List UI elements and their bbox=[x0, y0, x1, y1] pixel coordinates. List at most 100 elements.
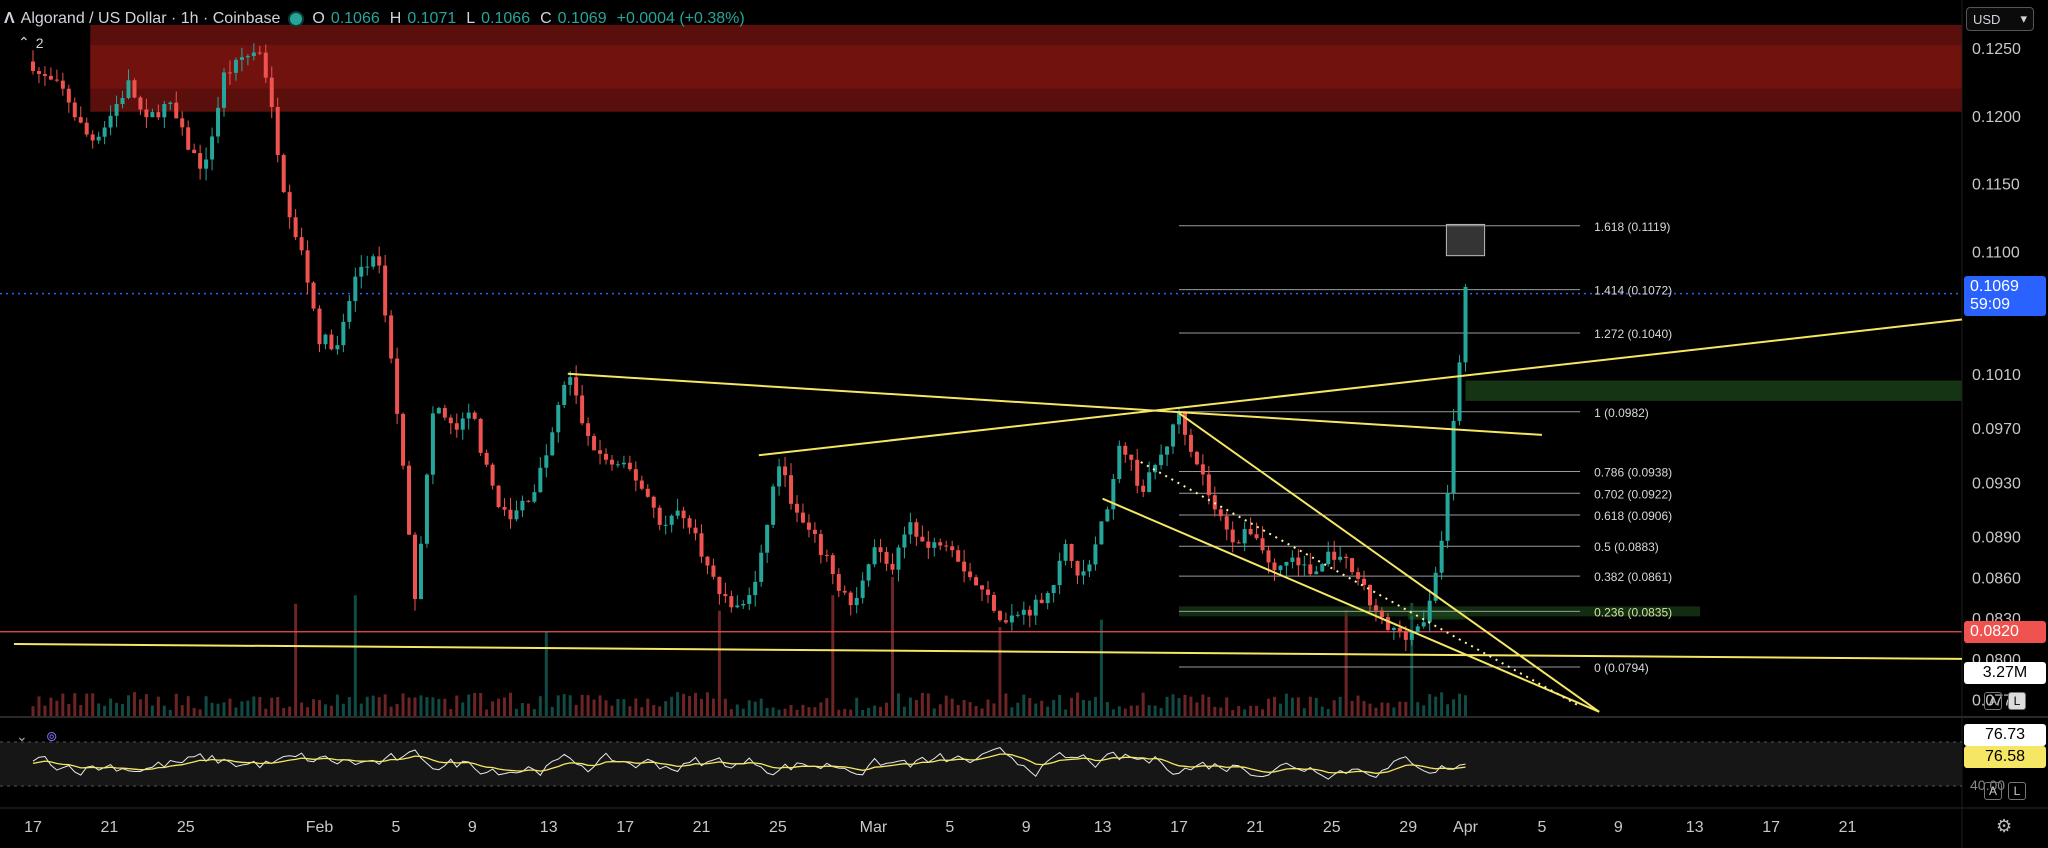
rsi-auto-scale-button[interactable]: A bbox=[1984, 782, 2002, 800]
candle bbox=[401, 412, 406, 470]
gear-icon[interactable]: ⚙ bbox=[1996, 816, 2013, 836]
candle-body bbox=[251, 52, 256, 57]
candle bbox=[914, 518, 919, 547]
candle-body bbox=[1015, 614, 1020, 616]
volume-bar bbox=[1237, 705, 1241, 716]
volume-bar bbox=[335, 694, 339, 716]
candle bbox=[424, 473, 429, 548]
candle bbox=[890, 553, 895, 575]
log-scale-button[interactable]: L bbox=[2008, 692, 2026, 710]
candle-body bbox=[31, 61, 35, 72]
volume-bar bbox=[371, 695, 375, 716]
candle bbox=[144, 98, 149, 129]
auto-scale-button[interactable]: A bbox=[1984, 692, 2002, 710]
time-tick-label: 17 bbox=[1762, 819, 1780, 836]
candle bbox=[1159, 444, 1164, 470]
candle-body bbox=[418, 543, 423, 600]
candle bbox=[31, 50, 35, 75]
candle bbox=[1320, 562, 1325, 572]
candle bbox=[717, 576, 722, 605]
candle-body bbox=[389, 315, 394, 359]
rsi-indicator-icon[interactable]: ⊚ bbox=[45, 728, 58, 744]
candle-body bbox=[609, 459, 614, 465]
time-tick-label: 21 bbox=[693, 819, 711, 836]
volume-bar bbox=[162, 705, 166, 716]
candle bbox=[407, 460, 412, 535]
candle-body bbox=[1230, 529, 1235, 543]
volume-bar bbox=[1082, 700, 1085, 716]
volume-bar bbox=[1064, 709, 1068, 716]
rsi-log-scale-button[interactable]: L bbox=[2008, 782, 2026, 800]
volume-bar bbox=[604, 700, 608, 716]
candle-body bbox=[580, 395, 585, 424]
candle-body bbox=[353, 276, 358, 302]
symbol-header: Λ Algorand / US Dollar · 1h · Coinbase O… bbox=[4, 6, 749, 32]
indicators-toggle[interactable]: ⌃ 2 bbox=[18, 34, 44, 51]
candle-body bbox=[842, 590, 847, 593]
candle-body bbox=[424, 474, 429, 544]
volume-bar bbox=[1350, 700, 1354, 716]
candles bbox=[31, 43, 1468, 652]
candle bbox=[275, 97, 280, 163]
volume-bar bbox=[61, 693, 65, 716]
bar-countdown: 59:09 bbox=[1970, 295, 2011, 313]
volume-bar bbox=[347, 697, 351, 716]
volume-bar bbox=[359, 703, 363, 716]
candle bbox=[102, 121, 107, 145]
symbol-title[interactable]: Algorand / US Dollar · 1h · Coinbase bbox=[20, 10, 281, 27]
price-tick-label: 0.0860 bbox=[1972, 570, 2021, 587]
chevron-up-icon[interactable]: ⌃ bbox=[18, 34, 30, 50]
candle-body bbox=[1397, 627, 1402, 632]
candle bbox=[1296, 549, 1301, 577]
fib-level-label: 1 (0.0982) bbox=[1594, 406, 1649, 420]
time-tick-label: 13 bbox=[1686, 819, 1704, 836]
candle-body bbox=[991, 594, 996, 611]
candle bbox=[836, 568, 841, 598]
candle-body bbox=[621, 462, 626, 465]
candle-body bbox=[413, 534, 417, 600]
candle bbox=[908, 512, 913, 544]
candle bbox=[950, 540, 955, 558]
volume-bar bbox=[688, 696, 692, 716]
candle-body bbox=[974, 577, 979, 586]
volume-bar bbox=[819, 702, 823, 716]
candle-body bbox=[1332, 551, 1337, 560]
candle-body bbox=[938, 542, 943, 546]
volume-bar bbox=[676, 692, 680, 716]
volume-bar bbox=[383, 694, 387, 716]
candle bbox=[383, 254, 388, 323]
time-tick-label: 9 bbox=[1022, 819, 1031, 836]
candle-body bbox=[299, 237, 304, 251]
volume-bar bbox=[413, 697, 417, 716]
candle bbox=[508, 497, 513, 529]
candle bbox=[1129, 454, 1134, 471]
candle-body bbox=[1147, 472, 1152, 492]
candle-body bbox=[1075, 561, 1080, 576]
candle bbox=[997, 610, 1002, 623]
volume-bar bbox=[891, 577, 894, 716]
candle bbox=[675, 498, 680, 520]
volume-bar bbox=[694, 692, 698, 716]
candle bbox=[287, 184, 292, 229]
volume-bar bbox=[377, 697, 381, 716]
candle bbox=[1051, 584, 1056, 603]
volume-bar bbox=[1028, 698, 1032, 716]
volume-bar bbox=[723, 698, 727, 716]
candle-body bbox=[66, 88, 71, 103]
candle-body bbox=[186, 127, 191, 150]
candle-body bbox=[1129, 454, 1134, 460]
tradingview-logo-icon[interactable]: Λ bbox=[4, 10, 15, 27]
candle bbox=[210, 127, 215, 171]
currency-select[interactable]: USD ▾ bbox=[1966, 7, 2034, 31]
time-tick-label: 17 bbox=[616, 819, 634, 836]
rsi-value-label: 76.73 bbox=[1964, 724, 2046, 746]
candle-body bbox=[1278, 565, 1283, 571]
candle bbox=[633, 461, 638, 492]
volume-bar bbox=[1374, 707, 1378, 716]
volume-bar bbox=[318, 699, 321, 716]
candle bbox=[222, 68, 226, 117]
rsi-collapse-icon[interactable]: ⌄ bbox=[16, 728, 28, 744]
candle-body bbox=[1039, 599, 1044, 604]
candle-body bbox=[705, 556, 710, 566]
